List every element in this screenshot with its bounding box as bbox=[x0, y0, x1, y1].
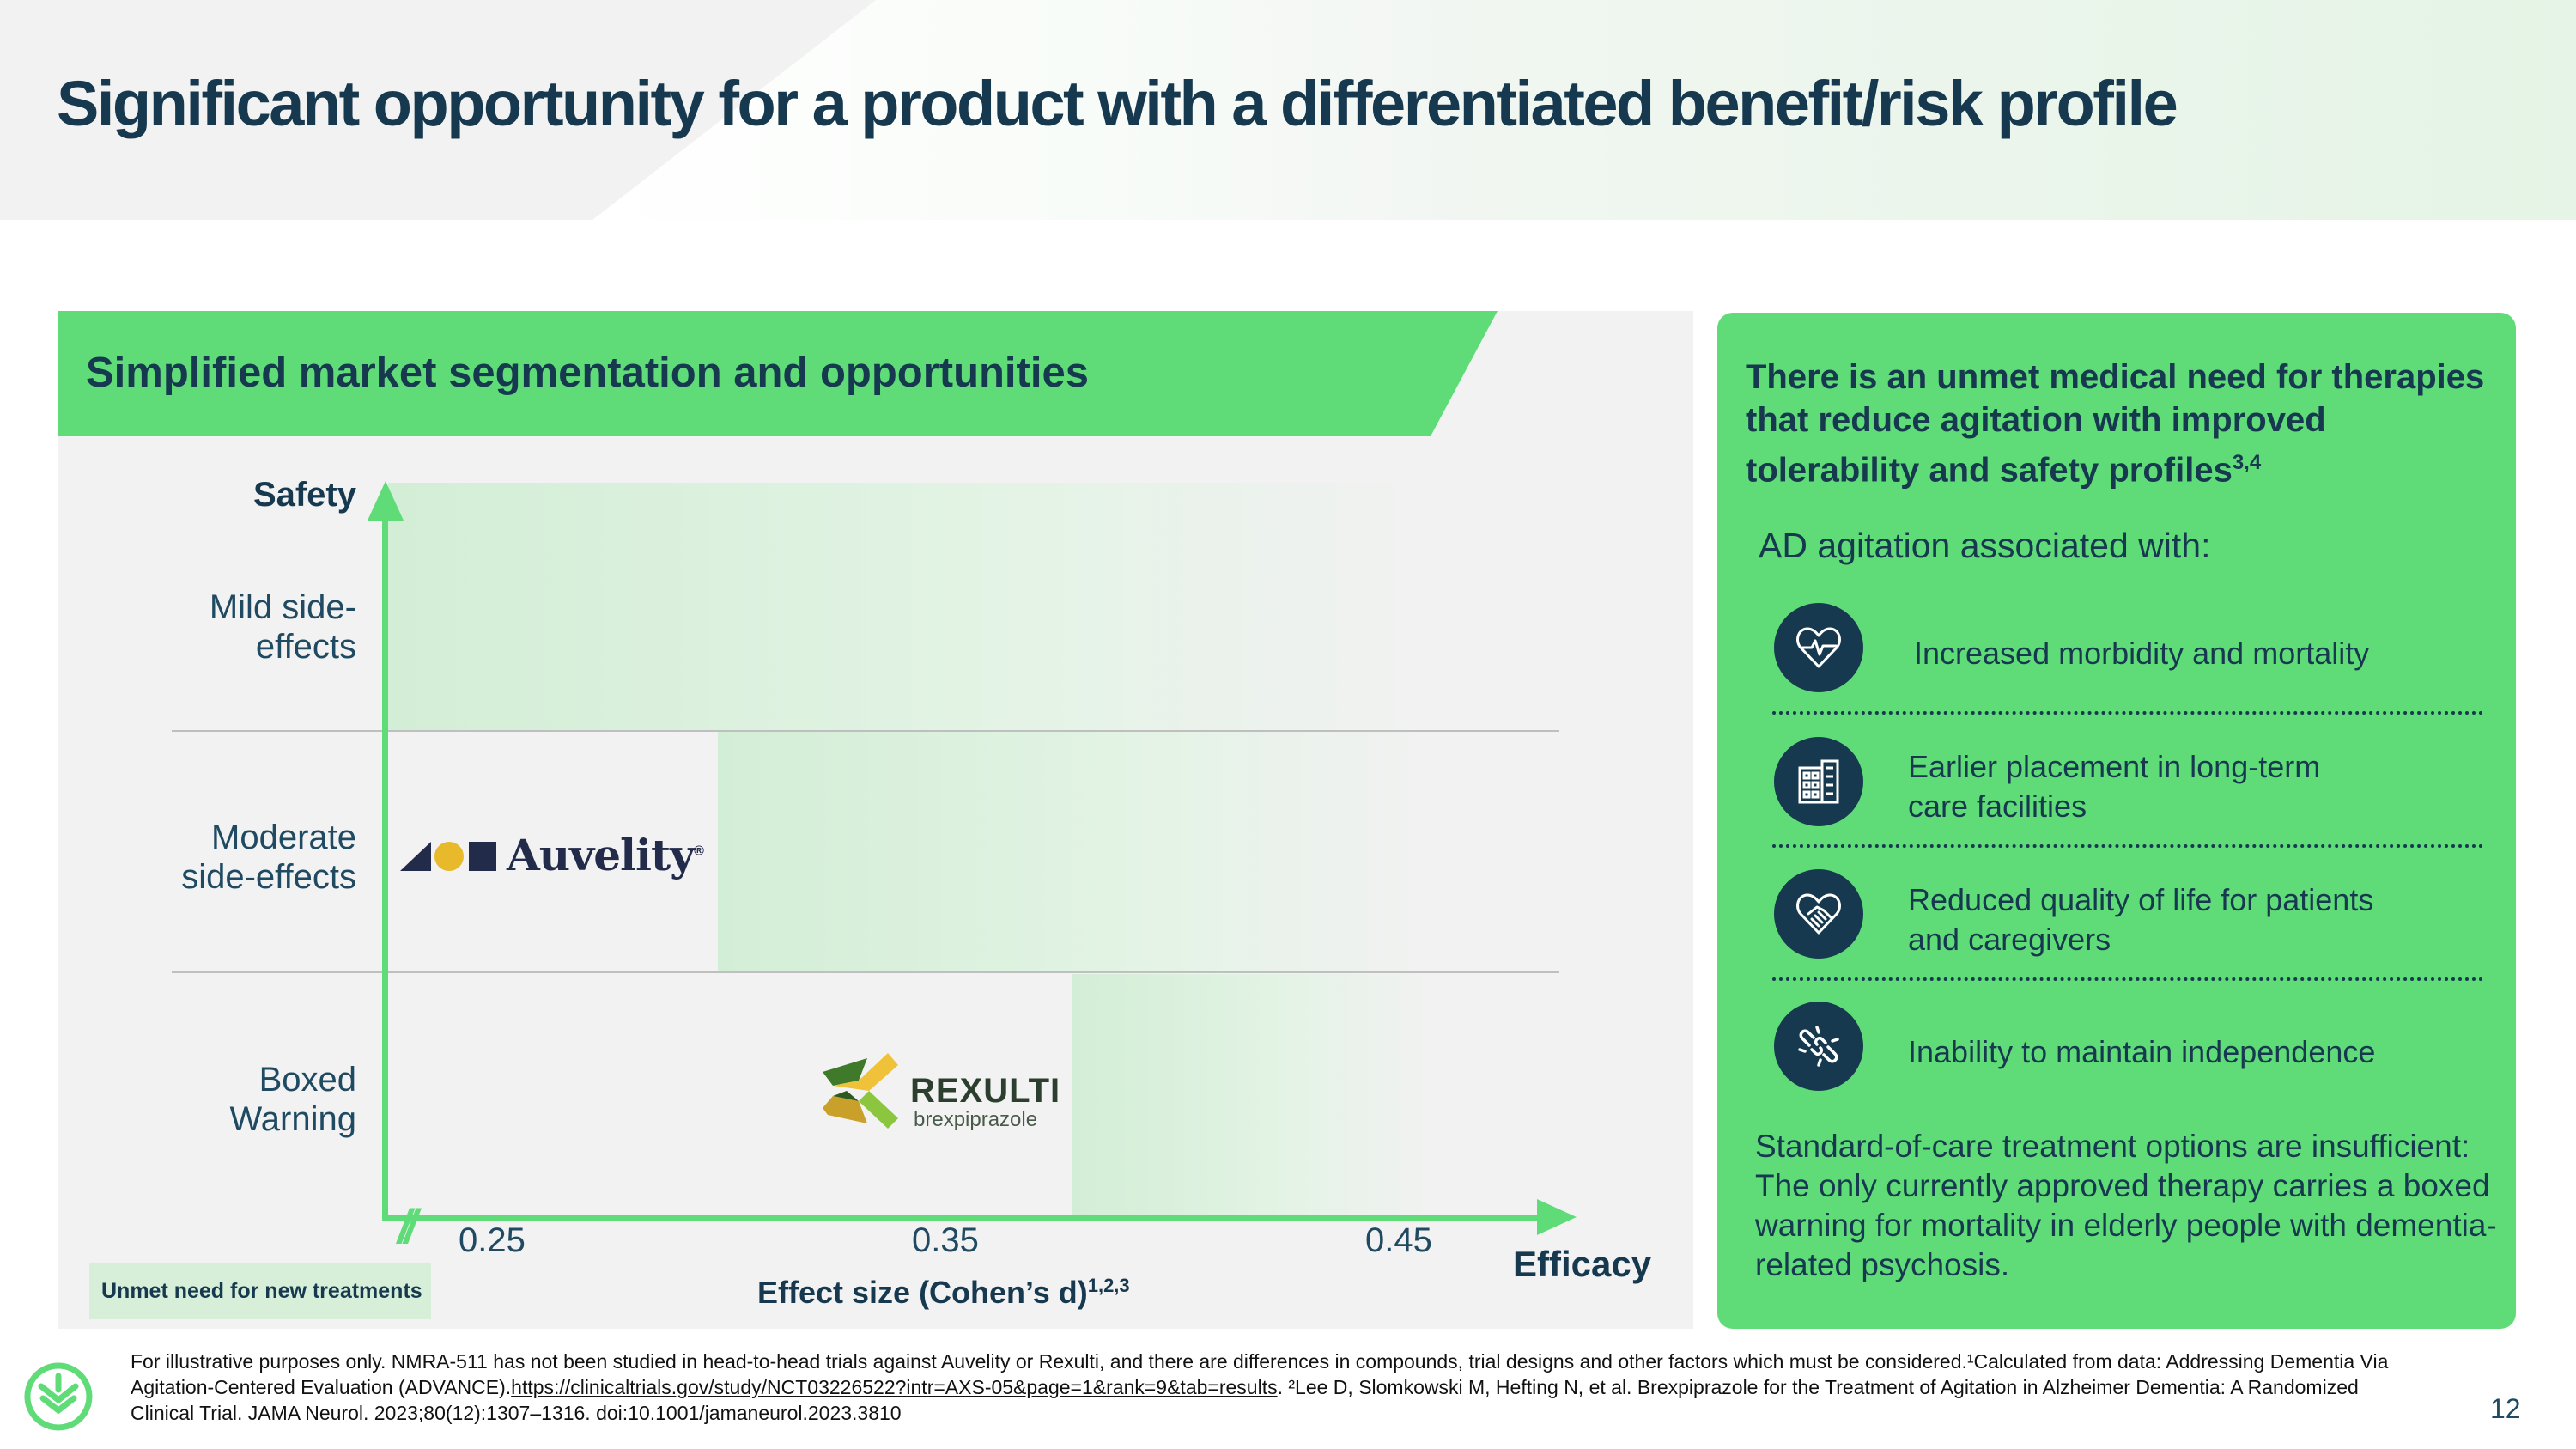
y-axis-arrow bbox=[368, 481, 404, 521]
broken-link-icon bbox=[1774, 1002, 1863, 1091]
safety-level-mild: Mild side-effects bbox=[209, 588, 356, 666]
item-text: Reduced quality of life for patients and… bbox=[1908, 882, 2374, 957]
building-icon bbox=[1774, 737, 1863, 826]
unmet-need-panel bbox=[1717, 313, 2516, 1329]
unmet-need-heading-refs: 3,4 bbox=[2232, 451, 2262, 474]
segmentation-banner bbox=[58, 311, 1498, 436]
safety-level-moderate: Moderate side-effects bbox=[181, 819, 356, 896]
item-text: Earlier placement in long-term care faci… bbox=[1908, 749, 2321, 824]
unmet-need-footer: Standard-of-care treatment options are i… bbox=[1755, 1129, 2497, 1282]
auvelity-name: Auvelity bbox=[507, 830, 695, 880]
footnote-text: . ²Lee D, Slomkowski M, Hefting N, et al… bbox=[131, 1376, 2359, 1424]
segmentation-title: Simplified market segmentation and oppor… bbox=[86, 350, 1089, 396]
item-divider bbox=[1772, 977, 2483, 981]
unmet-need-subheading: AD agitation associated with: bbox=[1759, 526, 2211, 565]
unmet-need-heading: There is an unmet medical need for thera… bbox=[1746, 356, 2501, 491]
auvelity-wordmark: Auvelity® bbox=[507, 830, 704, 880]
handshake-icon bbox=[1774, 869, 1863, 959]
x-tick: 0.35 bbox=[912, 1221, 979, 1259]
rexulti-emblem-icon bbox=[823, 1053, 898, 1129]
unmet-need-band-boxed bbox=[1072, 974, 1436, 1215]
rexulti-generic-name: brexpiprazole bbox=[914, 1108, 1038, 1131]
unmet-need-band-mild bbox=[388, 483, 1436, 730]
company-logo-icon bbox=[24, 1362, 93, 1431]
unmet-need-band-moderate bbox=[718, 732, 1436, 972]
rexulti-wordmark: REXULTI bbox=[910, 1072, 1061, 1110]
safety-level-boxed: Boxed Warning bbox=[229, 1061, 356, 1138]
x-axis-title: Effect size (Cohen’s d)1,2,3 bbox=[757, 1275, 1130, 1311]
x-axis-arrow bbox=[1537, 1199, 1577, 1235]
legend-label: Unmet need for new treatments bbox=[101, 1279, 422, 1303]
logo-circle-icon bbox=[434, 842, 464, 871]
segment-divider bbox=[172, 730, 1559, 732]
page-number: 12 bbox=[2490, 1393, 2521, 1424]
logo-square-icon bbox=[469, 842, 496, 871]
x-tick: 0.25 bbox=[459, 1221, 526, 1259]
logo-triangle-icon bbox=[400, 842, 431, 871]
slide-title: Significant opportunity for a product wi… bbox=[57, 68, 2178, 139]
y-axis-label: Safety bbox=[252, 476, 356, 514]
y-axis-line bbox=[382, 507, 388, 1221]
unmet-need-heading-text: There is an unmet medical need for thera… bbox=[1746, 358, 2485, 490]
heart-pulse-icon bbox=[1774, 603, 1863, 692]
item-text: Increased morbidity and mortality bbox=[1914, 636, 2370, 671]
item-divider bbox=[1772, 844, 2483, 848]
rexulti-logo: REXULTI brexpiprazole bbox=[816, 1046, 1060, 1135]
item-divider bbox=[1772, 711, 2483, 715]
segment-divider bbox=[172, 971, 1559, 973]
axis-break-icon: // bbox=[398, 1199, 417, 1253]
footnote-text: For illustrative purposes only. NMRA-511… bbox=[131, 1350, 2389, 1398]
x-axis-title-refs: 1,2,3 bbox=[1087, 1275, 1130, 1296]
x-axis-title-text: Effect size (Cohen’s d) bbox=[757, 1275, 1088, 1310]
x-axis-line bbox=[382, 1215, 1546, 1221]
auvelity-mark: ® bbox=[694, 843, 704, 859]
item-text: Inability to maintain independence bbox=[1908, 1034, 2376, 1069]
footnote: For illustrative purposes only. NMRA-511… bbox=[131, 1349, 2415, 1426]
x-axis-label: Efficacy bbox=[1513, 1244, 1652, 1284]
x-tick: 0.45 bbox=[1365, 1221, 1432, 1259]
clinicaltrials-link[interactable]: https://clinicaltrials.gov/study/NCT0322… bbox=[511, 1376, 1278, 1398]
unmet-need-legend: Unmet need for new treatments bbox=[89, 1263, 431, 1319]
